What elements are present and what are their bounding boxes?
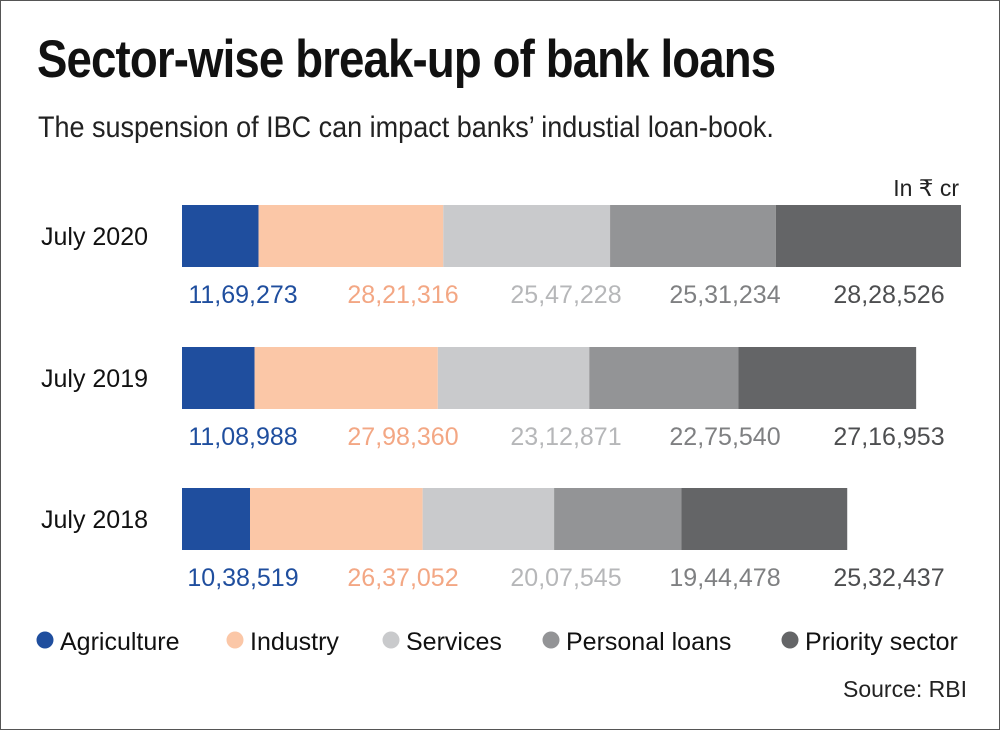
data-label: 11,69,273 bbox=[188, 281, 297, 309]
bar-segment bbox=[254, 347, 438, 409]
legend-label: Agriculture bbox=[60, 628, 180, 656]
unit-label: In ₹ cr bbox=[893, 175, 959, 201]
data-label: 10,38,519 bbox=[187, 564, 298, 592]
legend-label: Personal loans bbox=[566, 628, 731, 656]
data-label: 19,44,478 bbox=[669, 564, 780, 592]
legend-label: Priority sector bbox=[805, 628, 958, 656]
bar-segment bbox=[443, 205, 611, 267]
data-label: 25,32,437 bbox=[833, 564, 944, 592]
data-label: 20,07,545 bbox=[510, 564, 621, 592]
bar-segment bbox=[182, 488, 250, 550]
category-label: July 2019 bbox=[41, 365, 148, 393]
bar-segment bbox=[554, 488, 682, 550]
data-label: 25,47,228 bbox=[510, 281, 621, 309]
bar-segment bbox=[258, 205, 444, 267]
data-label: 23,12,871 bbox=[510, 423, 621, 451]
data-label: 28,21,316 bbox=[347, 281, 458, 309]
legend-marker bbox=[382, 631, 400, 649]
chart-subtitle: The suspension of IBC can impact banks’ … bbox=[38, 111, 774, 144]
data-label: 11,08,988 bbox=[188, 423, 297, 451]
chart-title: Sector-wise break-up of bank loans bbox=[37, 30, 776, 89]
source-note: Source: RBI bbox=[843, 676, 967, 702]
data-label: 26,37,052 bbox=[347, 564, 458, 592]
bar-segment bbox=[182, 347, 255, 409]
legend-label: Services bbox=[406, 628, 502, 656]
bar-segment bbox=[182, 205, 259, 267]
data-label: 25,31,234 bbox=[669, 281, 780, 309]
legend-marker bbox=[542, 631, 560, 649]
data-label: 27,16,953 bbox=[833, 423, 944, 451]
bar-segment bbox=[437, 347, 590, 409]
bar-segment bbox=[775, 205, 961, 267]
data-label: 28,28,526 bbox=[833, 281, 944, 309]
bar-segment bbox=[250, 488, 423, 550]
bar-segment bbox=[738, 347, 917, 409]
bar-segment bbox=[681, 488, 848, 550]
bar-segment bbox=[422, 488, 555, 550]
legend-marker bbox=[36, 631, 54, 649]
bar-segment bbox=[589, 347, 739, 409]
category-label: July 2018 bbox=[41, 506, 148, 534]
data-label: 27,98,360 bbox=[347, 423, 458, 451]
category-label: July 2020 bbox=[41, 223, 148, 251]
data-label: 22,75,540 bbox=[669, 423, 780, 451]
legend-marker bbox=[781, 631, 799, 649]
legend-label: Industry bbox=[250, 628, 339, 656]
legend-marker bbox=[226, 631, 244, 649]
bar-segment bbox=[610, 205, 776, 267]
